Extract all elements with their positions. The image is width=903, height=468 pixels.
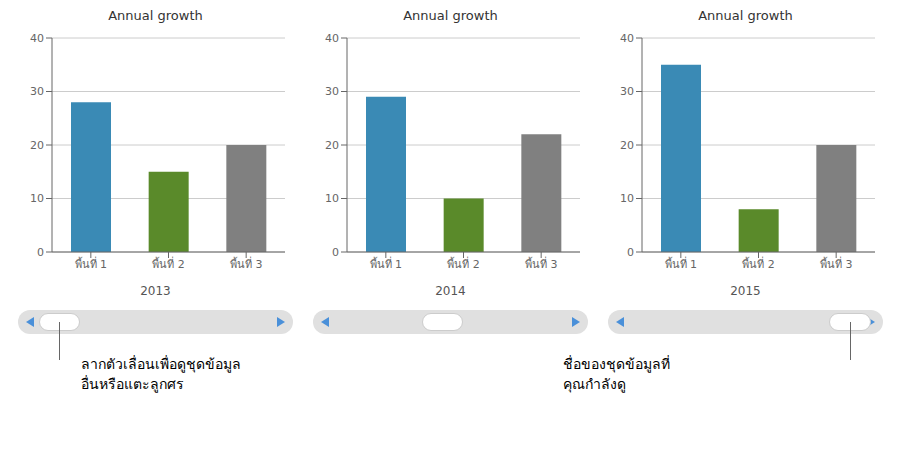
html-text:2013: 2013: [140, 284, 171, 298]
html-text:ลากตัวเลื่อนเพื่อดูชุดข้อมูล อ: ลากตัวเลื่อนเพื่อดูชุดข้อมูล อื่นหรือแตะ…: [81, 356, 242, 392]
svg-text:พื้นที่ 1: พื้นที่ 1: [370, 256, 403, 271]
svg-text:พื้นที่ 1: พื้นที่ 1: [75, 256, 108, 271]
svg-text:พื้นที่ 2: พื้นที่ 2: [742, 256, 775, 271]
html-text:2014: 2014: [435, 284, 466, 298]
svg-text:10: 10: [325, 192, 339, 205]
svg-text:30: 30: [30, 85, 44, 98]
svg-text:20: 20: [620, 139, 634, 152]
svg-text:พื้นที่ 2: พื้นที่ 2: [152, 256, 185, 271]
html-text:ชื่อของชุดข้อมูลที่ คุณกำลังดู: ชื่อของชุดข้อมูลที่ คุณกำลังดู: [563, 356, 670, 392]
svg-text:0: 0: [332, 246, 339, 259]
svg-text:0: 0: [627, 246, 634, 259]
svg-text:20: 20: [325, 139, 339, 152]
html-text:Annual growth: Annual growth: [698, 8, 793, 23]
svg-text:30: 30: [620, 85, 634, 98]
svg-text:0: 0: [37, 246, 44, 259]
svg-text:พื้นที่ 3: พื้นที่ 3: [525, 256, 558, 271]
svg-text:พื้นที่ 3: พื้นที่ 3: [230, 256, 263, 271]
svg-text:พื้นที่ 2: พื้นที่ 2: [447, 256, 480, 271]
html-text:2015: 2015: [730, 284, 761, 298]
svg-text:10: 10: [30, 192, 44, 205]
svg-text:พื้นที่ 1: พื้นที่ 1: [665, 256, 698, 271]
html-text:Annual growth: Annual growth: [403, 8, 498, 23]
svg-text:10: 10: [620, 192, 634, 205]
svg-text:20: 20: [30, 139, 44, 152]
svg-text:พื้นที่ 3: พื้นที่ 3: [820, 256, 853, 271]
svg-text:40: 40: [620, 32, 634, 45]
html-text:Annual growth: Annual growth: [108, 8, 203, 23]
svg-text:40: 40: [325, 32, 339, 45]
svg-text:40: 40: [30, 32, 44, 45]
svg-text:30: 30: [325, 85, 339, 98]
